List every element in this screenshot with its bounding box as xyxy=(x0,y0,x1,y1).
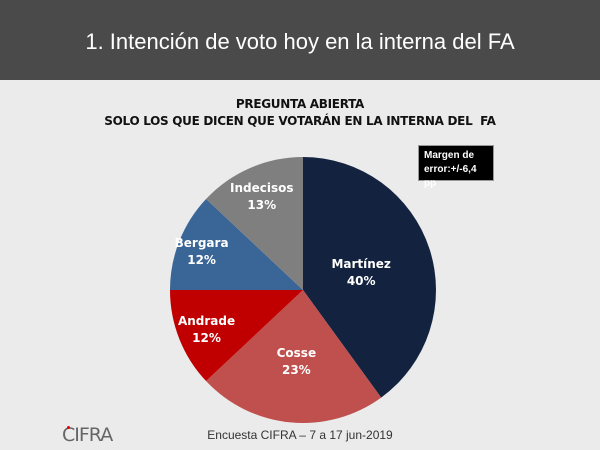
slice-label-name: Cosse xyxy=(277,346,316,360)
pie-slice-bergara xyxy=(170,198,303,290)
chart-title: PREGUNTA ABIERTA xyxy=(235,97,365,111)
margin-of-error-box: Margen de error:+/-6,4 pp xyxy=(418,145,494,189)
logo-text: CIFRA xyxy=(62,424,113,446)
chart-subtitle-block: PREGUNTA ABIERTA SOLO LOS QUE DICEN QUE … xyxy=(0,96,600,130)
chart-subtitle: SOLO LOS QUE DICEN QUE VOTARÁN EN LA INT… xyxy=(104,114,496,128)
pie-slice-andrade xyxy=(170,290,303,382)
cifra-logo: CIFRA xyxy=(62,424,113,446)
slice-label-value: 12% xyxy=(187,253,216,267)
slice-label-name: Bergara xyxy=(175,236,229,250)
slice-label-value: 12% xyxy=(192,331,221,345)
slice-label-value: 40% xyxy=(347,274,376,288)
slide-title: 1. Intención de voto hoy en la interna d… xyxy=(0,0,600,80)
slice-label-name: Indecisos xyxy=(230,181,294,195)
pie-slice-martnez xyxy=(303,157,437,398)
slice-label-name: Andrade xyxy=(178,314,235,328)
slice-label-value: 13% xyxy=(247,198,276,212)
source-footer: Encuesta CIFRA – 7 a 17 jun-2019 xyxy=(207,428,393,442)
pie-slice-indecisos xyxy=(206,157,303,290)
pie-slice-cosse xyxy=(206,290,382,424)
slice-label-name: Martínez xyxy=(331,257,390,271)
slice-label-value: 23% xyxy=(282,363,311,377)
